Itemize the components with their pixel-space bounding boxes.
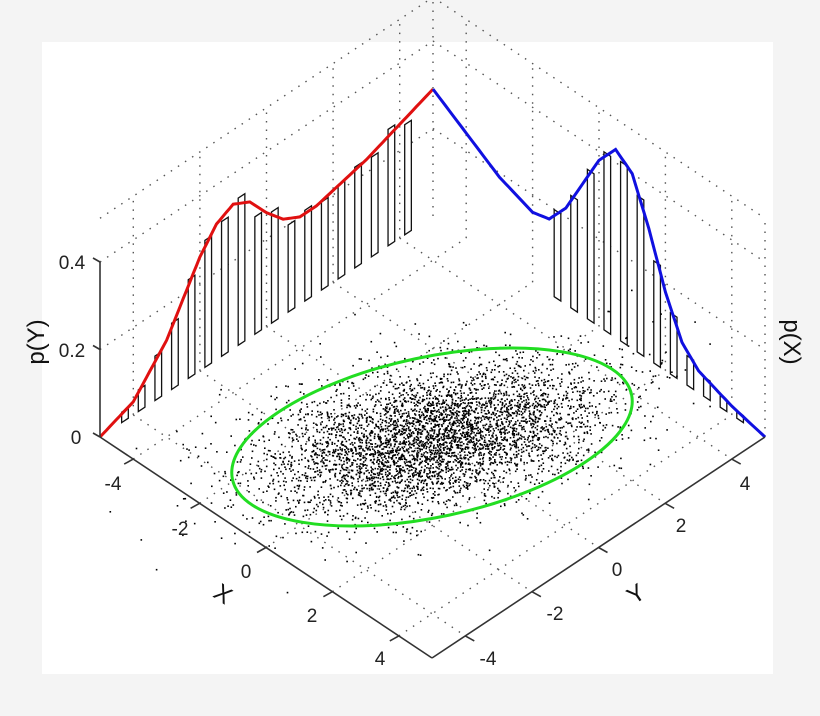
py-density-curve [98, 88, 435, 439]
x-tick-label: 0 [241, 562, 252, 583]
z-tick-label: 0.2 [59, 341, 85, 362]
histogram-bars [120, 119, 745, 424]
x-axis-label: X [209, 579, 237, 610]
scatter-points [109, 289, 796, 594]
x-tick-label: -2 [172, 519, 189, 540]
y-tick-label: 0 [612, 560, 623, 581]
x-tick-label: 4 [375, 649, 386, 670]
grid-lines [99, 0, 766, 637]
y-tick-label: 4 [740, 474, 751, 495]
y-axis-label: Y [622, 579, 650, 610]
py-axis-label: p(Y) [23, 319, 50, 364]
px-density-curve [431, 88, 767, 439]
y-tick-label: -2 [547, 604, 564, 625]
px-axis-label: p(X) [778, 319, 805, 364]
axes [92, 257, 766, 659]
z-tick-label: 0.4 [59, 253, 86, 274]
x-tick-label: -4 [105, 474, 122, 495]
y-tick-label: 2 [676, 516, 687, 537]
y-tick-label: -4 [480, 649, 497, 670]
confidence-ellipse [230, 346, 634, 528]
z-tick-label: 0 [71, 428, 82, 449]
x-tick-label: 2 [307, 606, 318, 627]
